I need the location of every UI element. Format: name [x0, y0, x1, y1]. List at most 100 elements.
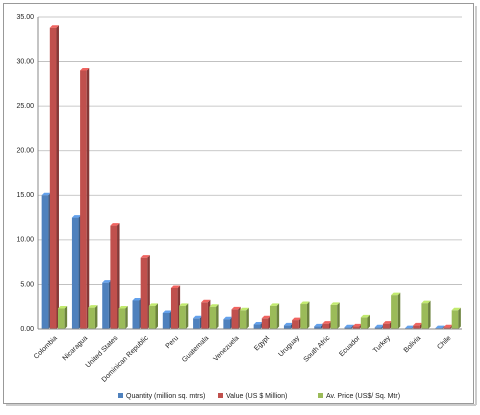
bar-side [428, 300, 431, 329]
legend-swatch [218, 393, 223, 398]
bar-side [56, 25, 59, 329]
bar-top [413, 322, 423, 326]
bar [201, 302, 208, 329]
bar [269, 305, 277, 329]
bar [209, 306, 217, 329]
bar-top [110, 223, 120, 226]
bar-top [421, 300, 431, 304]
bar-top [49, 25, 59, 28]
bar [283, 325, 291, 329]
bar-top [269, 303, 280, 306]
bar-top [261, 315, 271, 319]
bar-top [374, 324, 384, 328]
bar-top [352, 323, 362, 327]
legend-label: Quantity (million sq. mtrs) [126, 393, 205, 400]
bar-side [125, 305, 128, 329]
bar [239, 310, 247, 329]
bar [300, 304, 307, 329]
bar [261, 318, 269, 329]
bar-side [155, 303, 158, 329]
bar [253, 324, 261, 329]
bar [391, 295, 398, 329]
bar-top [80, 67, 90, 71]
bar-top [391, 292, 401, 296]
bar-top [140, 255, 150, 258]
y-tick-label: 15.00 [16, 192, 34, 199]
bar-top [344, 324, 354, 328]
bar-top [170, 285, 181, 288]
bar [88, 307, 95, 329]
chart-frame [3, 3, 474, 404]
bar-side [397, 292, 401, 329]
bar-side [367, 314, 370, 329]
bar-side [306, 301, 310, 329]
legend-label: Av. Price (US$/ Sq. Mtr) [326, 393, 400, 400]
bar-side [86, 67, 90, 329]
bar [57, 308, 65, 329]
bar-top [435, 325, 445, 329]
bar-side [442, 325, 445, 329]
bar [382, 323, 390, 329]
bar [322, 323, 330, 329]
bar [49, 27, 57, 329]
bar-top [102, 280, 112, 283]
legend-swatch [318, 393, 323, 398]
bar-side [246, 307, 249, 329]
bar [421, 303, 429, 329]
bar-top [223, 316, 233, 320]
bar-top [451, 307, 461, 311]
bar [352, 326, 360, 329]
bar [102, 282, 109, 329]
legend-swatch [118, 393, 123, 398]
bar-top [231, 306, 241, 310]
bar [110, 225, 118, 329]
bar-side [351, 324, 354, 329]
bar-top [209, 304, 219, 307]
y-tick-label: 20.00 [16, 148, 34, 155]
bar-top [405, 325, 415, 329]
bar [41, 195, 49, 329]
bar-top [330, 302, 340, 305]
bar-top [88, 305, 98, 308]
bar-top [292, 317, 302, 321]
bar-side [94, 305, 98, 329]
bar [170, 287, 178, 329]
y-tick-label: 30.00 [16, 58, 34, 65]
bar-side [337, 302, 340, 329]
bar [451, 310, 459, 329]
bar-top [41, 192, 51, 196]
bar [314, 326, 321, 329]
bar-side [216, 304, 219, 329]
bar [118, 308, 126, 329]
y-tick-label: 0.00 [20, 326, 34, 333]
bar-top [57, 305, 68, 309]
bar-top [322, 321, 332, 324]
bar [162, 312, 170, 329]
bar-top [314, 323, 324, 327]
bar-top [239, 307, 249, 311]
bar-side [64, 305, 68, 329]
bar-side [458, 307, 461, 329]
legend-label: Value (US $ Million) [226, 393, 287, 400]
bar [148, 305, 156, 329]
bar [179, 305, 186, 329]
bar-top [118, 305, 128, 309]
y-tick-label: 10.00 [16, 237, 34, 244]
bar-top [132, 297, 142, 301]
bar [132, 300, 140, 329]
bar [330, 304, 338, 329]
bar-top [179, 303, 189, 306]
bar-top [360, 314, 370, 318]
bar [413, 325, 420, 329]
bar-top [443, 324, 453, 328]
bar [374, 327, 382, 329]
bar-top [201, 299, 211, 303]
bar-side [117, 223, 120, 329]
bar-side [276, 303, 280, 329]
bar [443, 327, 451, 329]
bar-top [283, 322, 294, 326]
bar [344, 327, 352, 329]
bar [140, 257, 148, 329]
bar-side [185, 303, 189, 329]
